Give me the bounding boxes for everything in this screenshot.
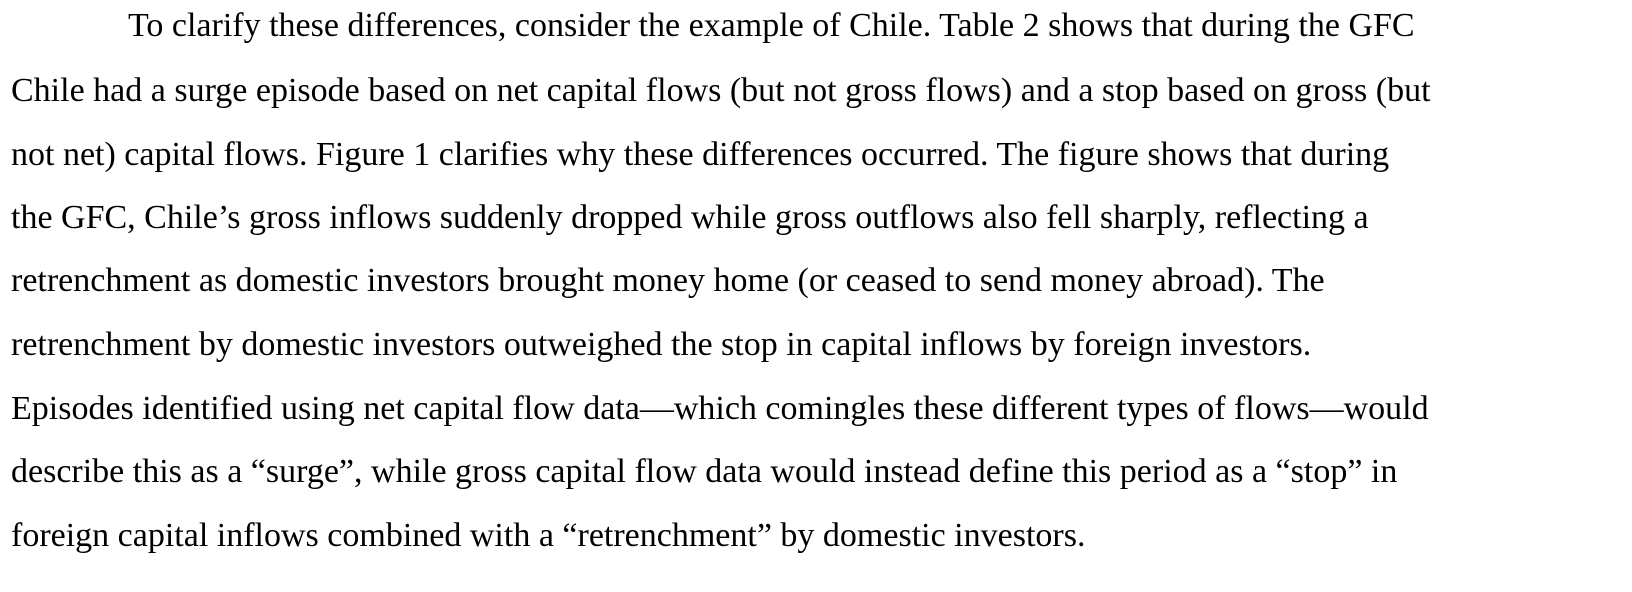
paragraph-line: Chile had a surge episode based on net c… [11, 72, 1431, 109]
paragraph-line: the GFC, Chile’s gross inflows suddenly … [11, 199, 1369, 236]
paragraph-line: retrenchment as domestic investors broug… [11, 262, 1325, 299]
paragraph-line: not net) capital flows. Figure 1 clarifi… [11, 136, 1390, 173]
paragraph-line: Episodes identified using net capital fl… [11, 390, 1429, 427]
paragraph-line: describe this as a “surge”, while gross … [11, 453, 1398, 490]
paragraph-line: To clarify these differences, consider t… [128, 7, 1415, 44]
paragraph-line: foreign capital inflows combined with a … [11, 517, 1086, 554]
paragraph-line: retrenchment by domestic investors outwe… [11, 326, 1312, 363]
